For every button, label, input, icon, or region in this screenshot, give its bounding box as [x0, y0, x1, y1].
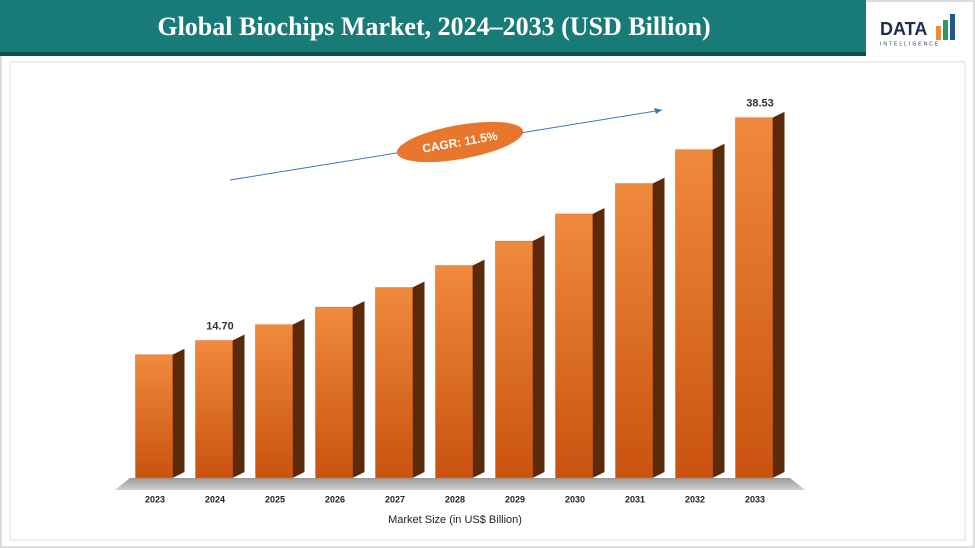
- x-tick-label: 2033: [745, 494, 765, 504]
- bar-side: [592, 207, 605, 478]
- bar: [195, 340, 233, 479]
- bar-side: [232, 334, 245, 478]
- bar: [555, 213, 593, 479]
- x-axis-label: Market Size (in US$ Billion): [388, 514, 522, 526]
- plot-frame: [9, 61, 966, 541]
- x-tick-label: 2031: [625, 494, 645, 504]
- chart-title: Global Biochips Market, 2024–2033 (USD B…: [157, 12, 710, 41]
- logo-subtext: INTELLIGENCE: [880, 41, 940, 47]
- bar: [435, 265, 473, 479]
- bar: [375, 287, 413, 479]
- bar-side: [772, 111, 785, 478]
- logo-text: DATA: [880, 19, 927, 39]
- bar: [315, 306, 353, 479]
- x-tick-label: 2028: [445, 494, 465, 504]
- x-tick-label: 2032: [685, 494, 705, 504]
- x-tick-label: 2027: [385, 494, 405, 504]
- x-tick-label: 2026: [325, 494, 345, 504]
- title-bar: [0, 0, 866, 52]
- bar: [615, 183, 653, 479]
- bar-side: [472, 259, 485, 478]
- bar-side: [352, 301, 365, 478]
- bar-side: [172, 348, 185, 478]
- bar: [255, 324, 293, 479]
- title-bar-shadow: [0, 52, 866, 56]
- bar-side: [652, 177, 665, 479]
- x-tick-label: 2023: [145, 494, 165, 504]
- x-tick-label: 2030: [565, 494, 585, 504]
- x-tick-label: 2024: [205, 494, 225, 504]
- bar-side: [412, 281, 425, 478]
- bar-side: [712, 143, 725, 478]
- bar: [495, 240, 533, 479]
- bar: [735, 117, 773, 479]
- bar-side: [292, 318, 305, 478]
- x-tick-label: 2025: [265, 494, 285, 504]
- x-tick-label: 2029: [505, 494, 525, 504]
- bar: [675, 149, 713, 479]
- bar: [135, 354, 173, 479]
- value-label: 14.70: [206, 320, 234, 332]
- logo-bar: [936, 26, 941, 40]
- logo: DATA INTELLIGENCE: [880, 14, 955, 47]
- floor: [115, 478, 805, 490]
- cagr-badge: [396, 121, 524, 163]
- logo-bar: [943, 20, 948, 40]
- bar-side: [532, 235, 545, 478]
- arrow-head: [654, 108, 662, 114]
- value-label: 38.53: [746, 98, 774, 110]
- logo-bar: [950, 14, 955, 40]
